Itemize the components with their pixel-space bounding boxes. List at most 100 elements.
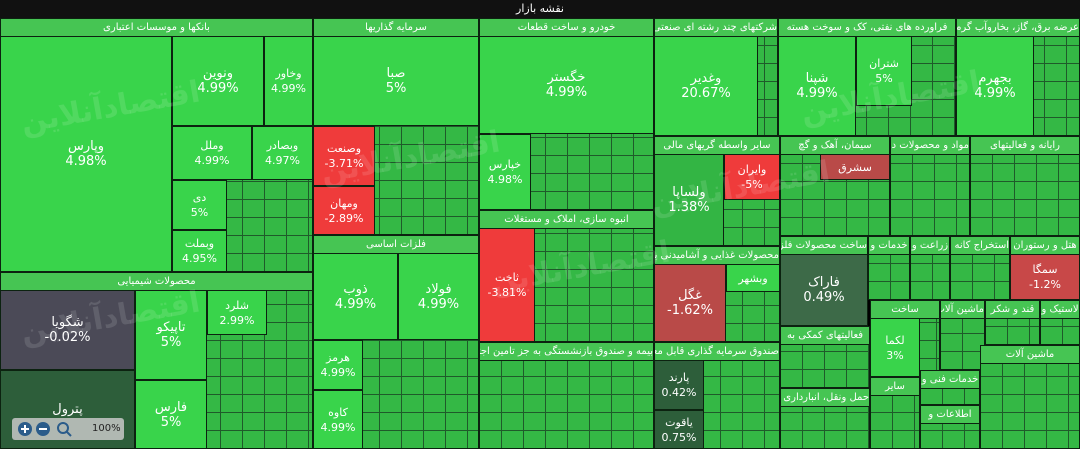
zoom-control: 100%	[12, 418, 124, 440]
sector-header: محصولات غذایی و آشامیدنی به	[655, 247, 779, 265]
stock-symbol: وپارس	[67, 139, 104, 154]
stock-tile: ولساپا 1.38%	[654, 154, 724, 246]
stock-tile: وصنعت -3.71%	[313, 126, 375, 186]
sector-header: هتل و رستوران	[1011, 237, 1079, 255]
stock-symbol: فاراک	[808, 275, 840, 290]
stock-symbol: پترول	[52, 402, 83, 417]
sector-header: بیمه و صندوق بازنشستگی به جز تامین اجتما…	[480, 343, 653, 361]
stock-tile: سشرق	[820, 154, 890, 180]
stock-tile: لکما 3%	[870, 318, 920, 377]
stock-tile: فارس 5%	[135, 380, 207, 449]
stock-symbol: تاپیکو	[156, 320, 186, 335]
stock-change: 5%	[160, 335, 182, 350]
stock-tile: صبا 5%	[313, 36, 479, 126]
stock-tile: شگویا -0.02%	[0, 290, 135, 370]
sector-header: خدمات فنی و	[921, 371, 979, 389]
sector-header: لاستیک و	[1041, 301, 1079, 319]
sector-header: رایانه و فعالیتهای	[971, 137, 1079, 155]
sector-header: ساخت محصولات فلزی	[781, 237, 867, 255]
zoom-buttons[interactable]	[14, 418, 84, 440]
sector-header: استخراج کانه های	[951, 237, 1009, 255]
sector: زراعت و	[910, 236, 950, 300]
stock-tile: خگستر 4.99%	[479, 36, 654, 134]
stock-tile: کاوه 4.99%	[313, 390, 363, 449]
stock-tile: ذوب 4.99%	[313, 253, 398, 340]
stock-symbol: ولساپا	[672, 185, 706, 200]
stock-change: 2.99%	[219, 313, 255, 327]
stock-change: 4.99%	[320, 366, 356, 379]
sector-header: قند و شکر	[986, 301, 1039, 319]
stock-change: 4.99%	[194, 154, 230, 167]
sector: قند و شکر	[985, 300, 1040, 345]
stock-symbol: فولاد	[425, 281, 452, 297]
stock-tile: تاپیکو 5%	[135, 290, 207, 380]
stock-tile: فاراک 0.49%	[780, 254, 868, 326]
stock-change: 4.98%	[487, 173, 523, 186]
sector: سیمان، آهک و گچ	[780, 136, 890, 236]
stock-tile: دی 5%	[172, 180, 227, 230]
sector-header: صندوق سرمایه گذاری قابل معامله	[655, 343, 779, 361]
stock-tile: هرمز 4.99%	[313, 340, 363, 390]
stock-change: 4.99%	[320, 420, 356, 434]
stock-change: 5%	[190, 206, 209, 219]
sector: رایانه و فعالیتهای	[970, 136, 1080, 236]
stock-symbol: فارس	[154, 399, 188, 415]
sector-header: بانکها و موسسات اعتباری	[1, 19, 312, 37]
sector-header: سیمان، آهک و گچ	[781, 137, 889, 155]
stock-tile: وملل 4.99%	[172, 126, 252, 180]
stock-change: -1.62%	[667, 303, 713, 318]
stock-change: 20.67%	[681, 86, 731, 101]
stock-symbol: خگستر	[547, 70, 586, 85]
stock-change: 0.42%	[661, 386, 697, 399]
stock-change: 4.99%	[974, 86, 1016, 101]
stock-tile: ومهان -2.89%	[313, 186, 375, 235]
sector-header: اطلاعات و	[921, 406, 979, 424]
stock-tile: ونوین 4.99%	[172, 36, 264, 126]
sector: ماشین آلات و	[940, 300, 985, 370]
stock-tile: وپارس 4.98%	[0, 36, 172, 272]
sector-header: زراعت و	[911, 237, 949, 255]
stock-symbol: شلرد	[225, 298, 249, 312]
sector: مواد و محصولات دارویی	[890, 136, 970, 236]
sector-header: فراورده های نفتی، کک و سوخت هسته	[779, 19, 955, 37]
stock-symbol: ثاخت	[494, 271, 519, 284]
stock-symbol: شگویا	[51, 315, 84, 330]
stock-symbol: شتران	[869, 57, 899, 70]
stock-change: 4.95%	[182, 252, 217, 265]
stock-change: 4.99%	[796, 86, 838, 101]
map-title: نقشه بازار	[0, 0, 1080, 18]
stock-symbol: سمگا	[1032, 263, 1058, 276]
sector-header: ساخت	[871, 301, 939, 319]
stock-tile: شلرد 2.99%	[207, 290, 267, 335]
stock-symbol: شپنا	[805, 71, 829, 86]
sector-header: محصولات شیمیایی	[1, 273, 312, 291]
sector-header: خودرو و ساخت قطعات	[480, 19, 653, 37]
stock-change: 1.38%	[668, 200, 710, 215]
stock-tile: غگل -1.62%	[654, 264, 726, 342]
stock-tile: سمگا -1.2%	[1010, 254, 1080, 300]
stock-tile: شتران 5%	[856, 36, 912, 106]
stock-tile: شپنا 4.99%	[778, 36, 856, 136]
stock-symbol: خپارس	[488, 158, 522, 171]
stock-symbol: وایران	[737, 163, 767, 176]
stock-symbol: لکما	[885, 333, 905, 347]
stock-symbol: وغدیر	[690, 71, 722, 86]
stock-symbol: دی	[192, 191, 207, 204]
sector: حمل ونقل، انبارداری و	[780, 388, 870, 449]
stock-change: 5%	[875, 72, 893, 85]
stock-tile: وبملت 4.95%	[172, 230, 227, 272]
stock-change: -0.02%	[44, 330, 91, 345]
stock-tile: ثاخت -3.81%	[479, 228, 535, 342]
stock-tile: وبصادر 4.97%	[252, 126, 313, 180]
sector-header: فلزات اساسی	[314, 236, 478, 254]
sector: بیمه و صندوق بازنشستگی به جز تامین اجتما…	[479, 342, 654, 449]
stock-change: -2.89%	[324, 211, 364, 225]
stock-change: 4.99%	[545, 85, 588, 100]
stock-symbol: وملل	[200, 139, 224, 152]
stock-change: 0.49%	[803, 290, 845, 305]
stock-symbol: صبا	[386, 66, 406, 81]
stock-change: 4.99%	[334, 296, 377, 312]
stock-change: -5%	[741, 178, 763, 191]
sector: ماشین آلات	[980, 345, 1080, 449]
sector-header: مواد و محصولات دارویی	[891, 137, 969, 155]
